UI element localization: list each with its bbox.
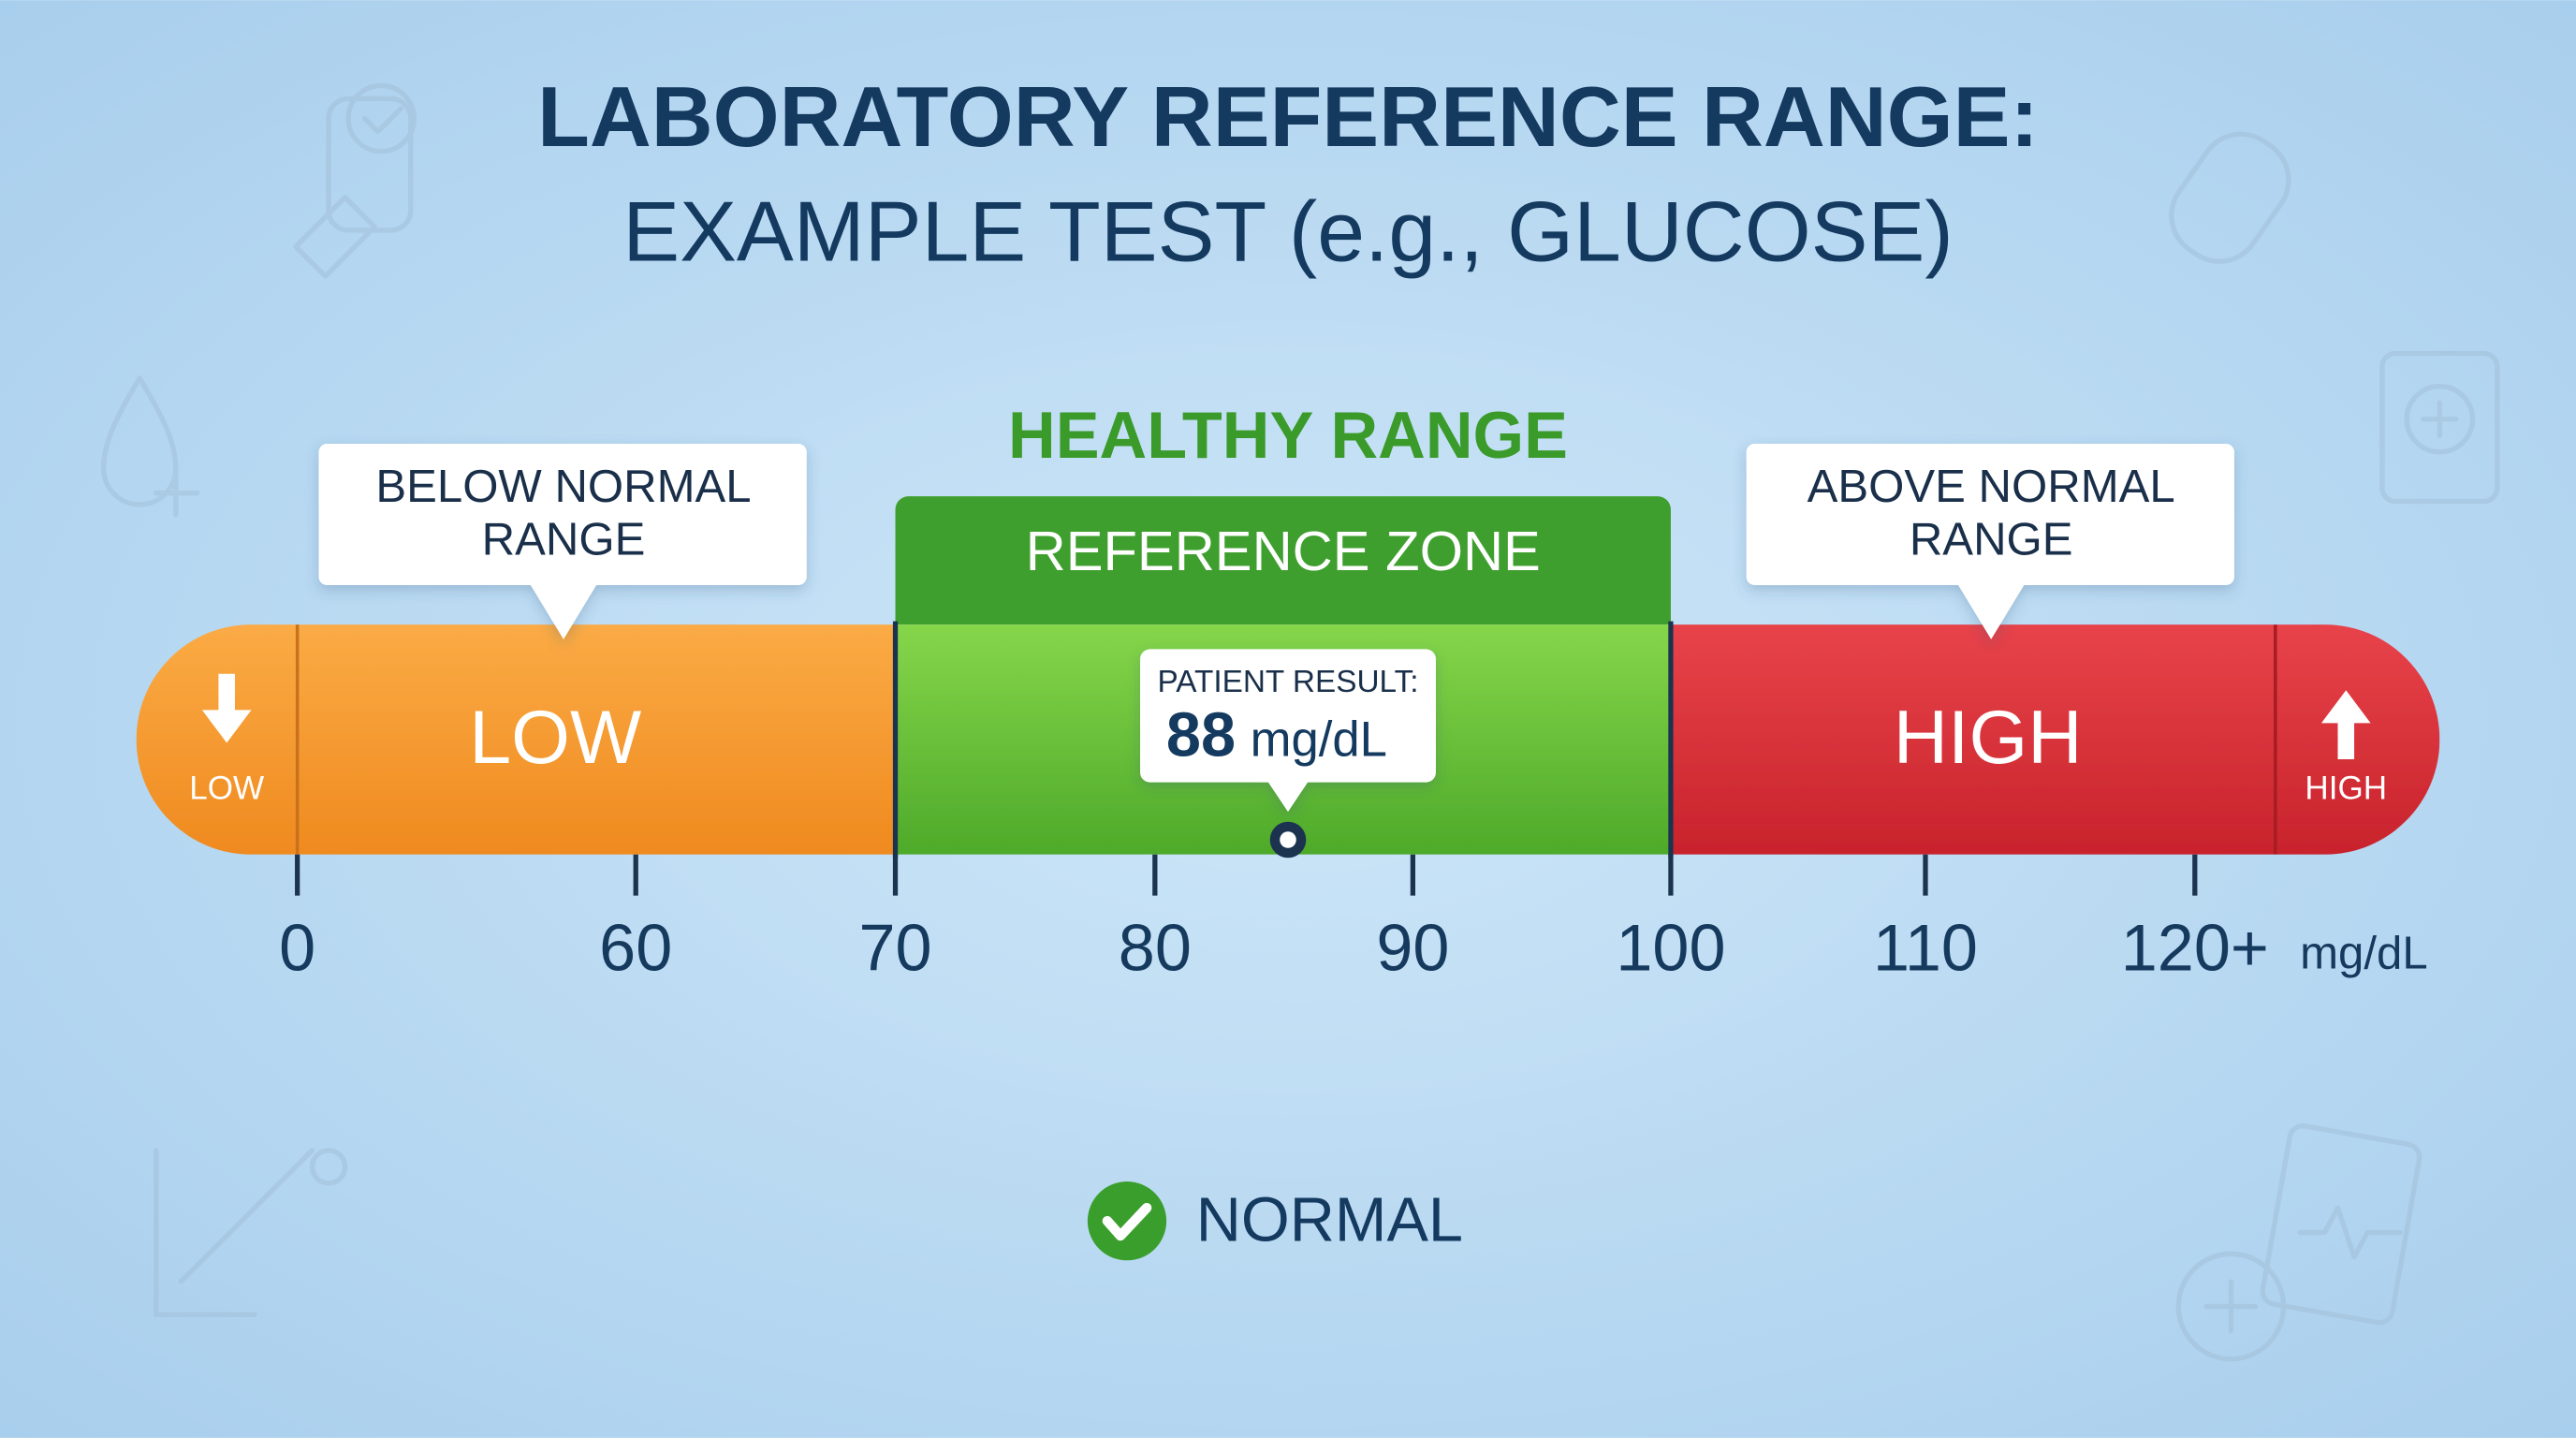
tick-label: 0	[279, 911, 315, 985]
high-zone-label: HIGH	[1894, 696, 2083, 780]
scale: 0 60 70 80 90 100 110 120+	[279, 854, 2269, 985]
down-arrow	[201, 673, 252, 743]
tick-label: 110	[1873, 911, 1978, 985]
patient-value: 88	[1166, 701, 1236, 770]
tick-label: 90	[1376, 911, 1449, 985]
range-bar	[136, 624, 2440, 855]
high-zone	[1670, 624, 2440, 855]
tick-label: 120+	[2121, 911, 2269, 985]
patient-unit: mg/dL	[1251, 712, 1387, 767]
tick-label: 80	[1119, 911, 1192, 985]
tick-label: 60	[599, 911, 672, 985]
status-icon	[1087, 1181, 1167, 1261]
below-callout	[318, 444, 807, 639]
tick-label: 100	[1616, 911, 1725, 985]
high-cap-label: HIGH	[2305, 770, 2387, 807]
above-callout	[1746, 444, 2234, 639]
patient-label: PATIENT RESULT:	[1157, 665, 1418, 699]
below-callout-text: BELOW NORMAL	[375, 462, 751, 512]
background-icons	[100, 82, 2500, 1362]
low-zone	[136, 624, 896, 855]
above-callout-text: RANGE	[1910, 514, 2073, 565]
status-text: NORMAL	[1196, 1185, 1463, 1255]
up-arrow	[2320, 690, 2371, 759]
scale-unit: mg/dL	[2300, 929, 2428, 979]
low-zone-label: LOW	[469, 696, 641, 780]
patient-callout	[1140, 649, 1436, 813]
result-marker-center	[1280, 831, 1296, 848]
low-cap-label: LOW	[189, 770, 264, 807]
tick-label: 70	[858, 911, 931, 985]
reference-zone-header	[895, 496, 1671, 625]
status-check	[1102, 1202, 1152, 1241]
reference-zone-label: REFERENCE ZONE	[1026, 520, 1541, 582]
subtitle: EXAMPLE TEST (e.g., GLUCOSE)	[622, 184, 1954, 280]
below-callout-text: RANGE	[482, 514, 646, 565]
title: LABORATORY REFERENCE RANGE:	[537, 69, 2039, 165]
healthy-label: HEALTHY RANGE	[1008, 398, 1568, 472]
above-callout-text: ABOVE NORMAL	[1808, 462, 2175, 512]
